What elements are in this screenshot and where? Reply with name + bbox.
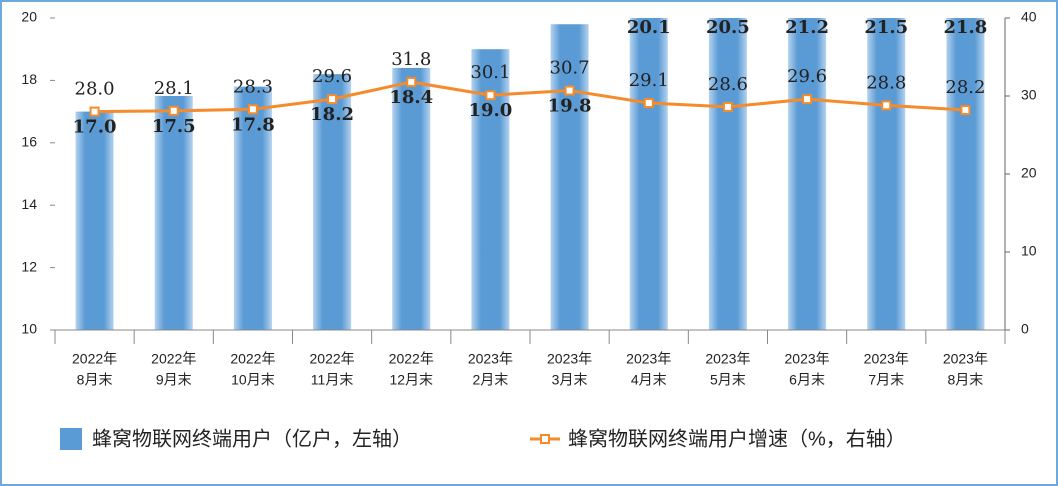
bar-value-label: 21.5 <box>864 17 908 38</box>
line-marker <box>168 105 179 116</box>
line-marker <box>960 105 971 116</box>
y-tick-label: 14 <box>21 196 37 212</box>
y2-tick-label: 10 <box>1021 243 1037 259</box>
y-tick-label: 10 <box>21 321 37 337</box>
bar-value-label: 21.2 <box>785 17 829 38</box>
line-value-label: 31.8 <box>391 49 431 70</box>
line-value-label: 28.2 <box>945 77 985 98</box>
bar <box>708 18 747 330</box>
bar <box>550 24 589 330</box>
line-marker <box>802 94 813 105</box>
legend-marker <box>540 434 550 444</box>
line <box>94 80 966 114</box>
bar-value-label: 19.8 <box>548 96 592 117</box>
line-value-label: 28.1 <box>154 78 194 99</box>
y2-tick-label: 40 <box>1021 9 1037 25</box>
bar-value-label: 18.2 <box>310 104 354 125</box>
x-tick-label: 8月末 <box>948 372 984 388</box>
y-tick-label: 20 <box>21 9 37 25</box>
line-marker <box>485 90 496 101</box>
y2-tick-label: 30 <box>1021 87 1037 103</box>
line-value-label: 28.6 <box>708 74 748 95</box>
x-tick-label: 2023年 <box>785 351 830 367</box>
bar <box>154 96 193 330</box>
x-tick-label: 2022年 <box>230 351 275 367</box>
x-tick-label: 3月末 <box>552 372 588 388</box>
x-tick-label: 2022年 <box>151 351 196 367</box>
x-tick-label: 10月末 <box>231 372 275 388</box>
bar <box>233 86 272 330</box>
bar <box>867 18 906 330</box>
line-marker <box>722 101 733 112</box>
line-marker <box>643 98 654 109</box>
line-value-label: 28.8 <box>866 72 906 93</box>
bar-value-label: 21.8 <box>943 17 987 38</box>
bar <box>946 18 985 330</box>
x-tick-label: 5月末 <box>710 372 746 388</box>
y2-tick-label: 20 <box>1021 165 1037 181</box>
bar-value-label: 17.8 <box>231 114 275 135</box>
line-marker <box>247 104 258 115</box>
bar-value-label: 20.5 <box>706 17 750 38</box>
x-tick-label: 4月末 <box>631 372 667 388</box>
line-value-label: 30.7 <box>550 58 590 79</box>
y-tick-label: 16 <box>21 134 37 150</box>
x-tick-label: 2022年 <box>72 351 117 367</box>
x-tick-label: 2022年 <box>310 351 355 367</box>
x-tick-label: 2022年 <box>389 351 434 367</box>
line-marker <box>881 100 892 111</box>
bar <box>629 18 668 330</box>
bar-value-label: 19.0 <box>468 100 512 121</box>
x-tick-label: 6月末 <box>789 372 825 388</box>
x-tick-label: 2023年 <box>705 351 750 367</box>
bar <box>392 67 431 330</box>
x-tick-label: 11月末 <box>311 372 354 388</box>
x-tick-label: 2023年 <box>864 351 909 367</box>
x-tick-label: 2月末 <box>473 372 509 388</box>
bar-value-label: 17.5 <box>152 116 196 137</box>
bar <box>313 74 352 330</box>
bars <box>75 18 985 330</box>
x-tick-label: 2023年 <box>626 351 671 367</box>
bar <box>75 111 114 330</box>
line-marker <box>564 85 575 96</box>
line-value-label: 30.1 <box>470 62 510 83</box>
line-value-label: 28.0 <box>75 79 115 100</box>
line-marker <box>327 94 338 105</box>
y2-tick-label: 0 <box>1021 321 1029 337</box>
x-tick-label: 2023年 <box>468 351 513 367</box>
line-marker <box>89 106 100 117</box>
legend-swatch <box>60 428 82 450</box>
bar <box>788 18 827 330</box>
bar-value-label: 18.4 <box>389 87 433 108</box>
line-value-label: 29.6 <box>787 66 827 87</box>
legend-label: 蜂窝物联网终端用户增速（%，右轴） <box>568 427 906 450</box>
bar-value-label: 20.1 <box>627 17 671 38</box>
line-marker <box>406 76 417 87</box>
line-value-label: 28.3 <box>233 76 273 97</box>
legend-label: 蜂窝物联网终端用户（亿户，左轴） <box>92 427 412 450</box>
x-tick-label: 2023年 <box>547 351 592 367</box>
x-tick-label: 8月末 <box>77 372 113 388</box>
x-tick-label: 12月末 <box>389 372 433 388</box>
line-value-label: 29.1 <box>629 70 669 91</box>
y-tick-label: 12 <box>21 258 37 274</box>
line-value-label: 29.6 <box>312 66 352 87</box>
bar-value-label: 17.0 <box>73 117 117 138</box>
x-tick-label: 9月末 <box>156 372 192 388</box>
x-tick-label: 7月末 <box>868 372 904 388</box>
y-tick-label: 18 <box>21 71 37 87</box>
x-tick-label: 2023年 <box>943 351 988 367</box>
